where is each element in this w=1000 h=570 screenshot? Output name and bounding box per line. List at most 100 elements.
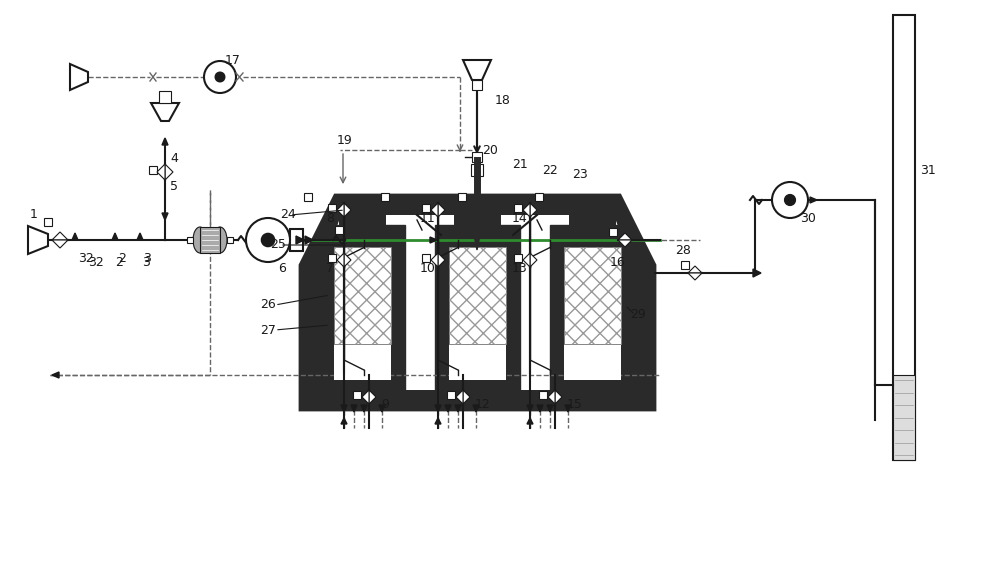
Polygon shape <box>151 103 179 121</box>
Text: 26: 26 <box>260 299 276 311</box>
Bar <box>381 193 389 201</box>
Bar <box>334 247 391 344</box>
Polygon shape <box>341 405 347 412</box>
Text: 12: 12 <box>475 398 491 412</box>
Polygon shape <box>300 195 655 410</box>
Polygon shape <box>351 405 357 412</box>
Text: 8: 8 <box>326 211 334 225</box>
Polygon shape <box>456 390 463 404</box>
Polygon shape <box>320 215 635 390</box>
Polygon shape <box>547 405 553 412</box>
Polygon shape <box>473 405 479 412</box>
Text: 31: 31 <box>920 164 936 177</box>
Bar <box>422 254 430 262</box>
Polygon shape <box>565 405 571 412</box>
Bar <box>449 344 506 380</box>
Text: 4: 4 <box>170 152 178 165</box>
Text: 18: 18 <box>495 93 511 107</box>
Polygon shape <box>527 405 533 412</box>
Polygon shape <box>431 203 438 217</box>
Bar <box>328 204 336 212</box>
Polygon shape <box>162 213 168 220</box>
Polygon shape <box>523 253 530 267</box>
Polygon shape <box>369 390 376 404</box>
Bar <box>893 375 915 460</box>
Polygon shape <box>810 197 817 203</box>
Polygon shape <box>362 390 369 404</box>
Text: 17: 17 <box>225 54 241 67</box>
Bar <box>187 237 193 243</box>
Text: 24: 24 <box>280 209 296 222</box>
Text: 7: 7 <box>326 262 334 275</box>
Polygon shape <box>344 253 351 267</box>
Text: 3: 3 <box>142 255 150 268</box>
Bar <box>435 225 520 390</box>
Bar <box>514 204 522 212</box>
Polygon shape <box>337 203 344 217</box>
Text: 20: 20 <box>482 144 498 157</box>
Polygon shape <box>337 253 344 267</box>
Text: 3: 3 <box>143 251 151 264</box>
Text: 19: 19 <box>337 133 353 146</box>
Bar <box>564 344 621 380</box>
Polygon shape <box>555 390 562 404</box>
Bar <box>304 193 312 201</box>
Bar <box>564 247 621 344</box>
Text: 13: 13 <box>512 262 528 275</box>
Ellipse shape <box>193 227 207 253</box>
Bar <box>550 225 635 390</box>
Polygon shape <box>296 236 304 244</box>
Polygon shape <box>463 390 470 404</box>
Text: 28: 28 <box>675 245 691 258</box>
Polygon shape <box>618 233 632 240</box>
Polygon shape <box>548 390 555 404</box>
Text: 14: 14 <box>512 211 528 225</box>
Polygon shape <box>72 233 78 240</box>
Text: 29: 29 <box>630 308 646 321</box>
Polygon shape <box>344 203 351 217</box>
Polygon shape <box>523 203 530 217</box>
Bar <box>422 204 430 212</box>
Polygon shape <box>305 236 313 244</box>
Circle shape <box>261 233 275 247</box>
Ellipse shape <box>213 227 227 253</box>
Polygon shape <box>618 240 632 247</box>
Polygon shape <box>52 372 59 378</box>
Bar <box>449 247 506 344</box>
Text: 32: 32 <box>78 251 94 264</box>
Polygon shape <box>52 232 68 240</box>
Polygon shape <box>530 253 537 267</box>
Bar <box>535 193 543 201</box>
Text: 2: 2 <box>115 255 123 268</box>
Bar <box>149 166 157 174</box>
Polygon shape <box>70 64 88 90</box>
Bar <box>200 227 220 253</box>
Polygon shape <box>379 405 385 412</box>
Text: 2: 2 <box>118 251 126 264</box>
Circle shape <box>772 182 808 218</box>
Polygon shape <box>435 405 441 412</box>
Bar <box>328 254 336 262</box>
Bar <box>339 214 386 226</box>
Bar <box>447 391 455 399</box>
Bar <box>334 247 391 344</box>
Polygon shape <box>455 405 461 412</box>
Bar <box>569 214 616 226</box>
Bar <box>44 218 52 226</box>
Polygon shape <box>537 405 543 412</box>
Bar <box>454 214 501 226</box>
Bar <box>514 254 522 262</box>
Bar <box>681 261 689 269</box>
Bar <box>893 15 915 460</box>
Polygon shape <box>527 418 533 424</box>
Bar <box>290 229 303 251</box>
Polygon shape <box>438 203 445 217</box>
Circle shape <box>204 61 236 93</box>
Polygon shape <box>28 226 48 254</box>
Polygon shape <box>469 210 485 250</box>
Circle shape <box>246 218 290 262</box>
Text: 21: 21 <box>512 158 528 172</box>
Text: 25: 25 <box>270 238 286 251</box>
Bar <box>320 225 405 390</box>
Circle shape <box>785 194 795 205</box>
